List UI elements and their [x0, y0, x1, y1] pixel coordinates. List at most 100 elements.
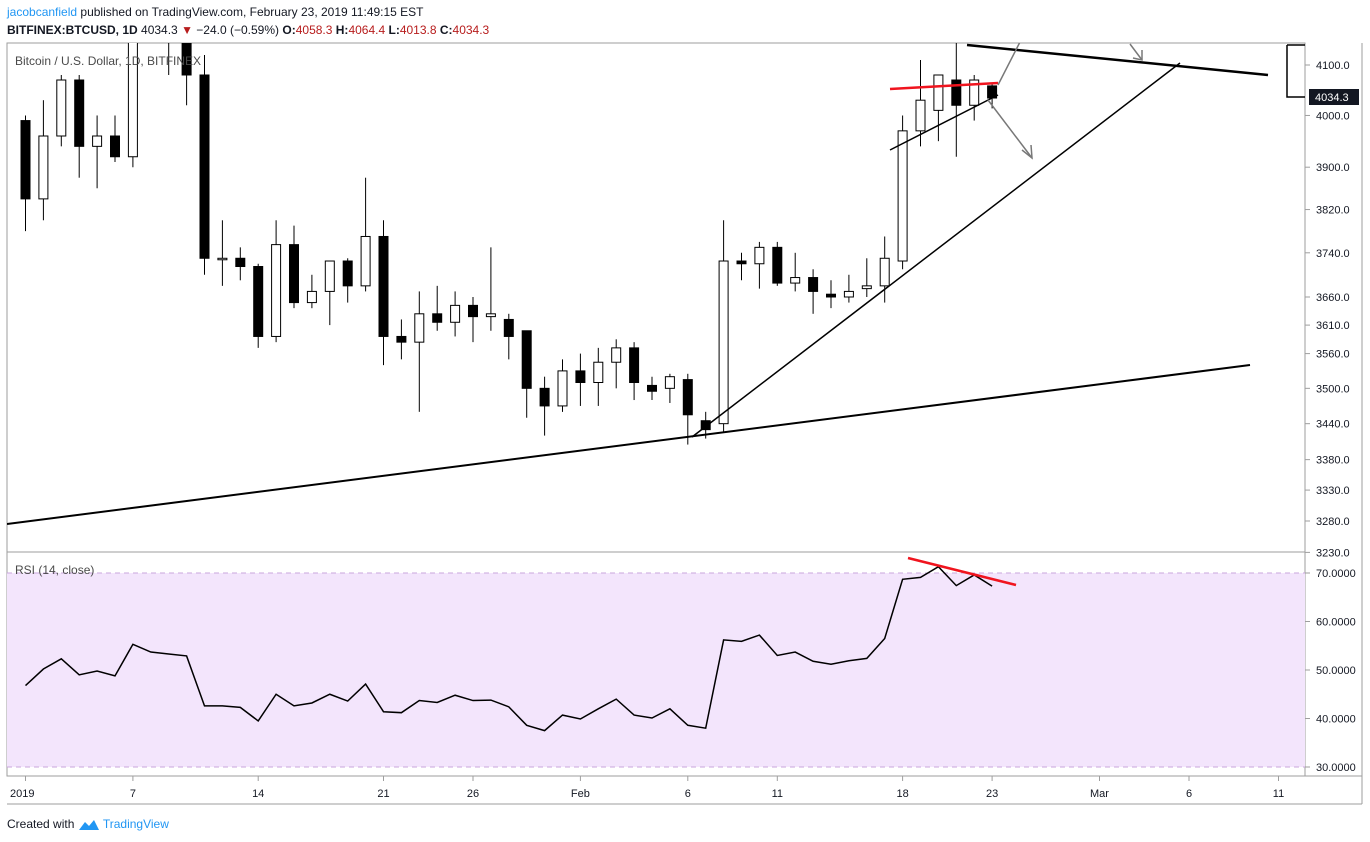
price-tick-label: 3280.0 [1316, 516, 1350, 528]
price-tick-label: 3660.0 [1316, 292, 1350, 304]
last-price-badge [1309, 89, 1359, 105]
price-tick-label: 3500.0 [1316, 383, 1350, 395]
tradingview-link[interactable]: TradingView [102, 817, 169, 831]
price-tick-label: 3230.0 [1316, 547, 1350, 559]
rsi-band [7, 573, 1305, 767]
last-price: 4034.3 [141, 23, 178, 37]
created-with: Created with [7, 817, 75, 831]
open-value: 4058.3 [295, 23, 333, 37]
candle-body [861, 285, 872, 290]
rsi-line [24, 565, 993, 732]
price-tick-label: 4000.0 [1316, 110, 1350, 122]
candle-body [110, 135, 120, 158]
rsi-tick-label: 60.0000 [1316, 617, 1356, 629]
high-label: H: [335, 23, 349, 37]
up-arrow-line[interactable] [997, 42, 1021, 86]
publish-line: jacobcanfield published on TradingView.c… [7, 5, 424, 19]
candle-body [969, 79, 980, 106]
price-change: −24.0 (−0.59%) [196, 23, 280, 37]
candle-body [181, 43, 192, 76]
candle-body [700, 420, 711, 431]
candle-body [74, 79, 85, 147]
price-tick-label: 3380.0 [1316, 455, 1350, 467]
time-tick-label: 11 [772, 788, 783, 800]
wedge-lower-line[interactable] [889, 94, 999, 151]
down-arrow-head-icon [1021, 144, 1033, 160]
candle-body [951, 79, 962, 106]
candle-body [826, 293, 836, 298]
price-tick-label: 4100.0 [1316, 60, 1350, 72]
candle-body [164, 30, 173, 40]
candle-body [915, 99, 926, 132]
time-tick-label: 14 [252, 788, 264, 800]
rsi-tick-label: 50.0000 [1316, 665, 1356, 677]
time-tick-label: 11 [1273, 788, 1284, 800]
symbol-line: BITFINEX:BTCUSD, 1D 4034.3 ▼ −24.0 (−0.5… [7, 23, 489, 37]
rsi-title: RSI (14, close) [15, 563, 94, 577]
candle-body [56, 79, 67, 137]
time-tick-label: 26 [467, 788, 479, 800]
range-bracket [1286, 44, 1305, 98]
rsi-tick-label: 70.0000 [1316, 568, 1356, 580]
time-tick-label: 18 [896, 788, 908, 800]
candle-body [485, 313, 496, 318]
time-tick-label: 23 [986, 788, 998, 800]
candle-body [772, 246, 783, 284]
tradingview-logo-icon [78, 819, 99, 830]
time-tick-label: 2019 [10, 788, 34, 800]
footer: Created with TradingView [7, 817, 169, 832]
price-tick-label: 3560.0 [1316, 349, 1350, 361]
candle-body [450, 304, 461, 323]
main-chart-title: Bitcoin / U.S. Dollar, 1D, BITFINEX [15, 54, 201, 68]
candle-body [289, 244, 299, 304]
candle-body [647, 384, 657, 392]
candle-body [521, 330, 532, 389]
candle-body [271, 244, 282, 337]
last-price-label: 4034.3 [1315, 92, 1349, 104]
candle-body [664, 376, 675, 389]
low-value: 4013.8 [399, 23, 437, 37]
candle-body [253, 266, 264, 337]
candle-body [754, 246, 765, 265]
candle-body [736, 260, 747, 265]
red-resistance-line[interactable] [889, 81, 999, 91]
candle-body [324, 260, 335, 292]
candle-body [808, 277, 819, 292]
rsi-divergence-line[interactable] [907, 556, 1017, 587]
candle-body [539, 387, 550, 407]
down-arrow-line[interactable] [987, 99, 1033, 159]
candle-body [38, 135, 49, 200]
candle-body [897, 130, 908, 262]
price-tick-label: 3900.0 [1316, 162, 1350, 174]
rising-trendline[interactable] [691, 62, 1181, 438]
candle-body [360, 235, 371, 287]
time-tick-label: 21 [377, 788, 389, 800]
support-trendline[interactable] [7, 364, 1251, 525]
high-value: 4064.4 [348, 23, 386, 37]
close-value: 4034.3 [452, 23, 490, 37]
time-tick-label: 7 [130, 788, 136, 800]
rsi-tick-label: 30.0000 [1316, 762, 1356, 774]
candle-body [414, 313, 425, 343]
projection-arrow-line[interactable] [1129, 43, 1143, 61]
time-tick-label: 6 [1186, 788, 1192, 800]
candle-body [199, 74, 210, 259]
price-tick-label: 3820.0 [1316, 205, 1350, 217]
time-tick-label: Feb [571, 788, 590, 800]
candle-body [20, 120, 31, 200]
price-tick-label: 3740.0 [1316, 248, 1350, 260]
candle-body [718, 260, 729, 425]
candle-body [790, 277, 801, 284]
candle-body [217, 257, 228, 261]
candle-body [92, 135, 103, 147]
candle-body [682, 379, 693, 416]
candle-body [503, 318, 514, 337]
price-tick-label: 3330.0 [1316, 485, 1350, 497]
candle-body [593, 361, 604, 384]
author-link[interactable]: jacobcanfield [7, 5, 78, 19]
candle-body [575, 370, 586, 384]
candle-body [396, 335, 407, 343]
candle-body [611, 347, 622, 363]
resistance-trendline[interactable] [966, 43, 1269, 77]
